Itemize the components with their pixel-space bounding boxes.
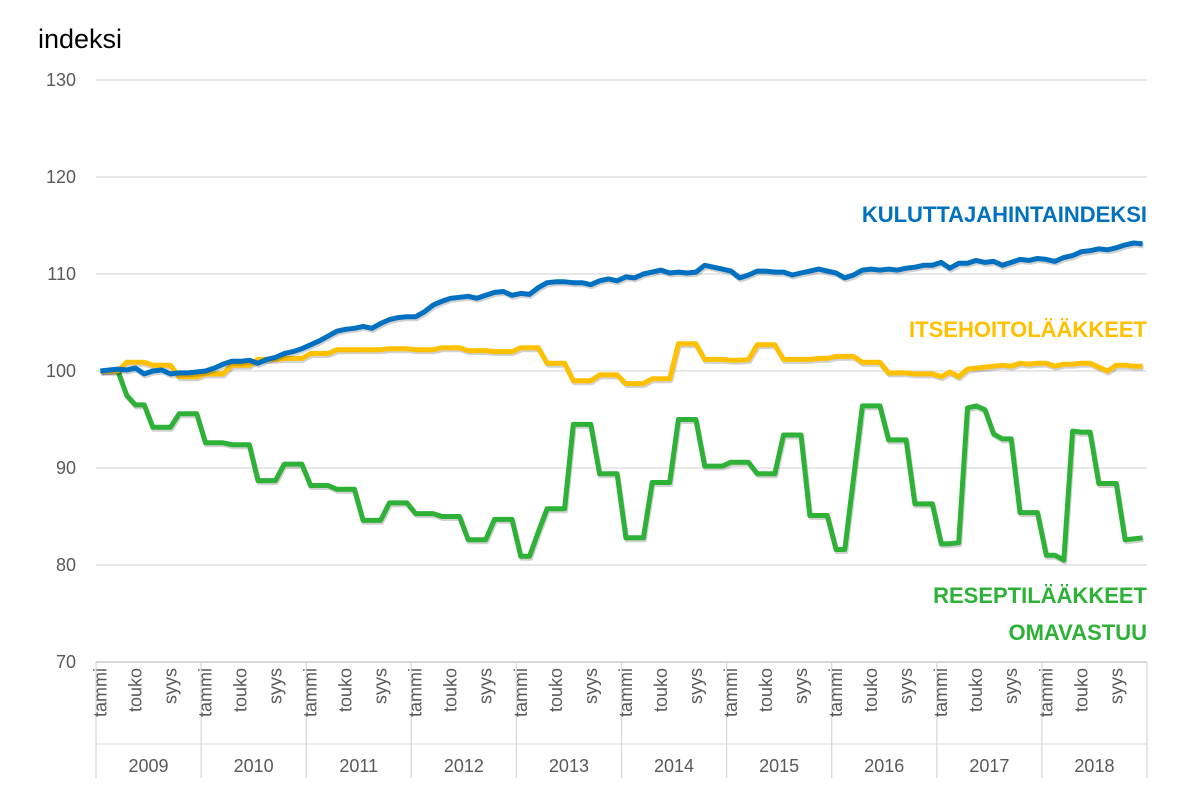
series-label-kuluttajahintaindeksi: KULUTTAJAHINTAINDEKSI xyxy=(862,202,1147,227)
month-tick-label: tammi xyxy=(826,668,846,717)
month-tick-label: tammi xyxy=(511,668,531,717)
month-tick-label: touko xyxy=(231,668,251,712)
month-tick-label: syys xyxy=(686,668,706,704)
month-tick-label: touko xyxy=(441,668,461,712)
year-label: 2018 xyxy=(1074,756,1114,776)
month-tick-label: syys xyxy=(791,668,811,704)
year-label: 2016 xyxy=(864,756,904,776)
month-tick-label: tammi xyxy=(90,668,110,717)
month-tick-label: syys xyxy=(581,668,601,704)
month-tick-label: syys xyxy=(896,668,916,704)
y-tick-label: 90 xyxy=(56,458,76,478)
month-tick-label: touko xyxy=(336,668,356,712)
y-tick-label: 120 xyxy=(46,167,76,187)
y-tick-label: 70 xyxy=(56,652,76,672)
month-tick-label: touko xyxy=(861,668,881,712)
month-tick-label: tammi xyxy=(1036,668,1056,717)
month-tick-label: tammi xyxy=(931,668,951,717)
month-tick-label: syys xyxy=(371,668,391,704)
month-tick-label: syys xyxy=(1001,668,1021,704)
month-tick-label: touko xyxy=(651,668,671,712)
month-tick-label: touko xyxy=(966,668,986,712)
series-label-itsehoitolaakkeet: ITSEHOITOLÄÄKKEET xyxy=(909,317,1148,342)
series-line-reseptil-kkeet-omavastuu xyxy=(100,368,1143,563)
month-tick-label: tammi xyxy=(721,668,741,717)
month-tick-label: touko xyxy=(125,668,145,712)
year-label: 2014 xyxy=(654,756,694,776)
month-tick-label: syys xyxy=(476,668,496,704)
year-label: 2012 xyxy=(444,756,484,776)
year-label: 2009 xyxy=(129,756,169,776)
month-tick-label: tammi xyxy=(406,668,426,717)
month-tick-label: touko xyxy=(1071,668,1091,712)
series-label-reseptilaakkeet: RESEPTILÄÄKKEET xyxy=(933,583,1147,608)
year-label: 2017 xyxy=(969,756,1009,776)
year-label: 2013 xyxy=(549,756,589,776)
y-tick-label: 110 xyxy=(47,264,76,284)
y-axis-title: indeksi xyxy=(38,24,122,54)
series-label-omavastuu: OMAVASTUU xyxy=(1008,620,1147,645)
month-tick-label: tammi xyxy=(616,668,636,717)
month-tick-label: tammi xyxy=(301,668,321,717)
month-tick-label: syys xyxy=(1106,668,1126,704)
year-label: 2010 xyxy=(234,756,274,776)
month-tick-label: touko xyxy=(756,668,776,712)
year-label: 2011 xyxy=(339,756,378,776)
y-tick-label: 100 xyxy=(46,361,76,381)
series-line-kuluttajahintaindeksi xyxy=(100,240,1143,377)
month-tick-label: touko xyxy=(546,668,566,712)
month-tick-label: syys xyxy=(160,668,180,704)
y-tick-label: 130 xyxy=(46,70,76,90)
month-tick-label: syys xyxy=(266,668,286,704)
month-tick-label: tammi xyxy=(195,668,215,717)
year-label: 2015 xyxy=(759,756,799,776)
y-tick-label: 80 xyxy=(56,555,76,575)
